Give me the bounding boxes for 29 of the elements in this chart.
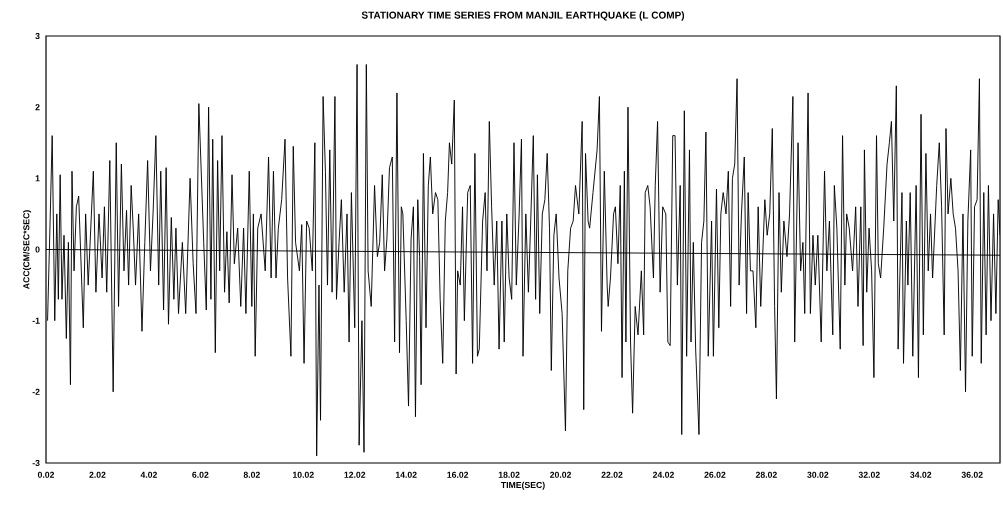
x-tick-label: 2.02: [89, 471, 106, 478]
x-tick-label: 0.02: [37, 471, 55, 478]
x-tick-label: 28.02: [755, 471, 777, 478]
y-tick-label: 1: [35, 175, 40, 182]
y-tick-label: -1: [32, 317, 40, 324]
x-tick-label: 20.02: [550, 471, 572, 478]
x-tick-label: 24.02: [652, 471, 674, 478]
x-tick-label: 16.02: [447, 471, 469, 478]
x-tick-label: 32.02: [858, 471, 880, 478]
x-tick-label: 18.02: [498, 471, 520, 478]
y-axis-title: ACC(CM/SEC*SEC): [23, 210, 32, 290]
x-tick-label: 22.02: [601, 471, 623, 478]
x-tick-label: 36.02: [961, 471, 983, 478]
y-tick-label: -2: [32, 388, 40, 395]
y-tick-label: 2: [35, 104, 40, 111]
y-tick-label: -3: [32, 459, 40, 467]
x-axis-title: TIME(SEC): [500, 481, 545, 490]
x-tick-label: 6.02: [192, 471, 209, 478]
y-tick-label: 0: [35, 246, 40, 253]
chart-title: STATIONARY TIME SERIES FROM MANJIL EARTHQUAKE (L COMP): [361, 11, 685, 21]
x-tick-label: 26.02: [704, 471, 726, 478]
x-tick-label: 4.02: [140, 471, 158, 478]
x-tick-label: 34.02: [910, 471, 932, 478]
x-tick-label: 12.02: [344, 471, 366, 478]
y-tick-label: 3: [35, 32, 40, 40]
x-tick-label: 14.02: [395, 471, 417, 478]
x-tick-label: 30.02: [807, 471, 829, 478]
x-tick-label: 10.02: [292, 471, 314, 478]
x-tick-label: 8.02: [243, 471, 260, 478]
